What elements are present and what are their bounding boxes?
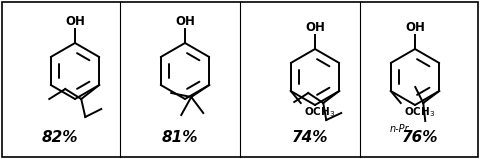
Text: 81%: 81%: [162, 130, 198, 145]
Text: OH: OH: [405, 21, 425, 34]
Text: 74%: 74%: [292, 130, 328, 145]
Text: n-Pr: n-Pr: [390, 124, 409, 134]
Text: 82%: 82%: [42, 130, 78, 145]
Text: OH: OH: [175, 15, 195, 28]
Text: OCH$_3$: OCH$_3$: [404, 105, 435, 119]
Text: OCH$_3$: OCH$_3$: [304, 105, 335, 119]
Text: OH: OH: [305, 21, 325, 34]
Text: OH: OH: [65, 15, 85, 28]
Text: 76%: 76%: [402, 130, 438, 145]
